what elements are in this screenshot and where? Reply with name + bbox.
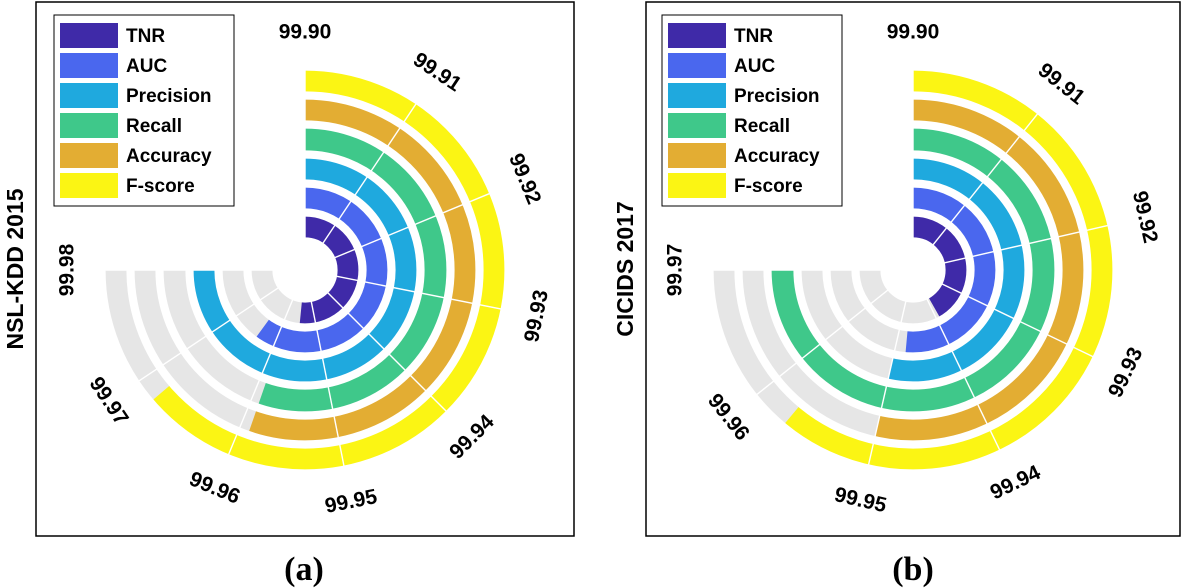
panel-a-gridline-1 <box>319 99 419 248</box>
panel-a: 99.9099.9199.9299.9399.9499.9599.9699.97… <box>2 1 575 588</box>
panel-a-ring-edge <box>192 157 418 383</box>
panel-a-gridline-2 <box>330 191 494 260</box>
panel-a-legend-label-accuracy: Accuracy <box>126 146 212 167</box>
panel-a-tick-label-0: 99.90 <box>279 21 332 44</box>
panel-b-ring-edge <box>851 208 975 332</box>
panel-b-bar-f-score <box>784 70 1113 471</box>
panel-b-ring-edge <box>800 157 1026 383</box>
panel-b-ring-edge <box>712 69 1114 471</box>
panel-b-caption: (b) <box>892 551 934 588</box>
panel-a-gridline-5 <box>309 297 346 471</box>
panel-a-legend-label-tnr: TNR <box>126 26 165 47</box>
panel-a-ring-edge <box>221 186 389 354</box>
panel-a-gridline-3 <box>332 274 506 311</box>
panel-a-ring-edge <box>155 120 455 420</box>
panel-a-bar-auc <box>256 186 388 353</box>
panel-a-legend-swatch-auc <box>60 53 118 78</box>
panel-b-ring-edge <box>858 215 968 325</box>
panel-a-ring-edge <box>185 150 425 390</box>
panel-a-legend-label-auc: AUC <box>126 56 167 77</box>
panel-b-gridline-5 <box>866 297 908 470</box>
panel-b: 99.9099.9199.9299.9399.9499.9599.9699.97… <box>612 1 1181 588</box>
panel-b-rings <box>709 66 1114 471</box>
panel-a-ring-edge <box>243 208 367 332</box>
panel-b-bar-tnr <box>913 216 967 317</box>
panel-b-legend-swatch-auc <box>668 53 726 78</box>
panel-b-bar-precision <box>888 158 1025 382</box>
panel-b-legend-swatch-recall <box>668 113 726 138</box>
panel-b-ring-edge <box>770 127 1056 413</box>
panel-b-ring-edge <box>829 186 997 354</box>
panel-a-gridline-7 <box>134 284 283 384</box>
panel-a-ring-edge <box>104 69 506 471</box>
panel-a-legend-swatch-recall <box>60 113 118 138</box>
panel-a-ring-edge <box>162 127 448 413</box>
panel-a-ring-edge <box>126 91 484 449</box>
panel-b-ring-edge <box>763 120 1063 420</box>
panel-b-ring-edge <box>793 150 1033 390</box>
panel-a-ring-edge <box>250 215 360 325</box>
panel-a-ring-edge <box>272 237 338 303</box>
panel-a-legend: TNR AUC Precision Recall Accuracy F-score <box>53 14 235 207</box>
panel-a-ylabel: NSL-KDD 2015 <box>2 188 28 349</box>
panel-b-legend-swatch-accuracy <box>668 143 726 168</box>
panel-b-legend-label-precision: Precision <box>734 86 820 107</box>
panel-a-legend-label-recall: Recall <box>126 116 182 137</box>
panel-b-legend: TNR AUC Precision Recall Accuracy F-score <box>661 14 843 207</box>
panel-a-legend-label-f-score: F-score <box>126 176 195 197</box>
panel-b-tick-label-7: 99.97 <box>664 244 687 297</box>
panel-b-legend-swatch-f-score <box>668 173 726 198</box>
panel-b-ring-edge <box>822 179 1004 361</box>
panel-a-bar-f-score <box>152 70 506 470</box>
panel-b-ylabel: CICIDS 2017 <box>612 201 638 337</box>
panel-b-gridline-2 <box>940 223 1113 265</box>
panel-a-legend-label-precision: Precision <box>126 86 212 107</box>
panel-a-caption: (a) <box>284 551 324 588</box>
panel-b-gridline-3 <box>937 281 1098 360</box>
panel-a-legend-swatch-f-score <box>60 173 118 198</box>
panel-a-legend-swatch-precision <box>60 83 118 108</box>
panel-a-bar-tnr <box>299 216 359 324</box>
panel-b-legend-label-recall: Recall <box>734 116 790 137</box>
panel-b-gridline-4 <box>924 294 1003 455</box>
panel-a-legend-swatch-accuracy <box>60 143 118 168</box>
panel-b-gridline-6 <box>753 286 892 398</box>
panel-b-tick-label-0: 99.90 <box>887 21 940 44</box>
panel-b-legend-label-f-score: F-score <box>734 176 803 197</box>
panel-a-ring-edge <box>214 179 396 361</box>
panel-b-gridline-1 <box>929 110 1041 249</box>
panel-b-legend-label-auc: AUC <box>734 56 775 77</box>
panel-b-ring-edge <box>741 98 1085 442</box>
panel-a-rings <box>101 66 506 471</box>
panel-b-ring-edge <box>880 237 946 303</box>
panel-a-gridline-4 <box>324 289 450 415</box>
panel-b-bar-auc <box>905 187 996 353</box>
panel-b-legend-label-tnr: TNR <box>734 26 773 47</box>
panel-b-legend-label-accuracy: Accuracy <box>734 146 820 167</box>
panel-a-legend-swatch-tnr <box>60 23 118 48</box>
panel-a-tick-label-8: 99.98 <box>56 243 79 296</box>
panel-b-legend-swatch-precision <box>668 83 726 108</box>
panel-b-ring-edge <box>734 91 1092 449</box>
panel-a-ring-edge <box>133 98 477 442</box>
panel-a-gridline-6 <box>226 295 295 459</box>
panel-b-legend-swatch-tnr <box>668 23 726 48</box>
